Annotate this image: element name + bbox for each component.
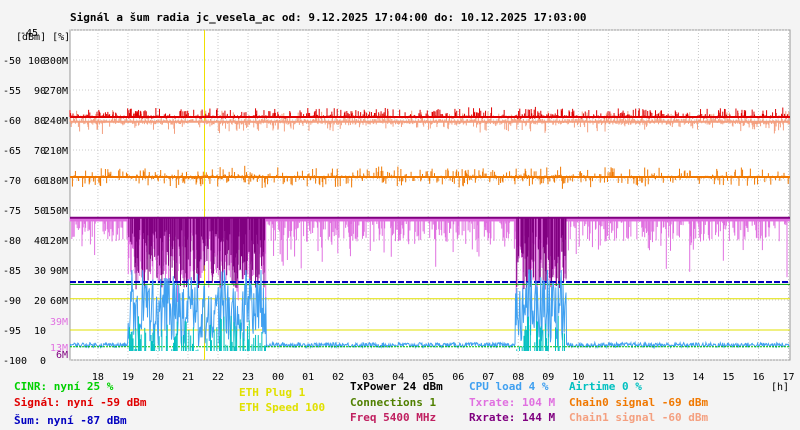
series-chain0-signal <box>69 165 790 189</box>
grid <box>69 29 791 361</box>
series-signál <box>69 106 790 119</box>
series-chain1-signal <box>69 109 790 134</box>
series-layer <box>69 106 790 351</box>
plot-area <box>69 29 791 361</box>
chart-title: Signál a šum radia jc_vesela_ac od: 9.12… <box>70 11 587 24</box>
series-rxrate <box>70 216 790 290</box>
series-txrate <box>69 217 790 310</box>
